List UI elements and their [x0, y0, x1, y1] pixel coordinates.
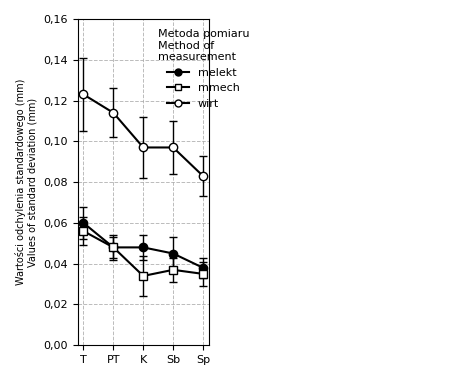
Legend: melekt, mmech, wirt: melekt, mmech, wirt — [153, 25, 253, 113]
Y-axis label: Wartości odchylenia standardowego (mm)
Values of standard deviation (mm): Wartości odchylenia standardowego (mm) V… — [15, 79, 38, 285]
